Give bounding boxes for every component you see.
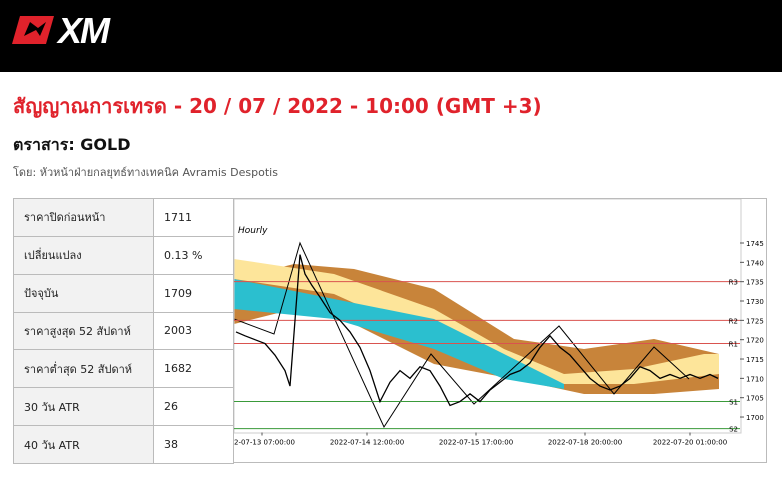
x-tick-label: 2022-07-15 17:00:00 [439,439,513,447]
table-label: 30 วัน ATR [13,387,154,427]
y-tick-label: 1735 [746,279,764,287]
level-label: R3 [729,279,738,287]
y-tick-label: 1715 [746,356,764,364]
author: โดย: หัวหน้าฝ่ายกลยุทธ์ทางเทคนิค Avramis… [13,166,278,179]
price-line [235,254,719,407]
logo-icon [12,16,54,44]
table-value: 1709 [153,273,234,313]
plot-frame [234,199,742,434]
instrument: ตราสาร: GOLD [13,135,131,154]
table-label: ปัจจุบัน [13,273,154,313]
y-tick-label: 1730 [746,298,764,306]
table-value: 1711 [153,198,234,237]
table-label: เปลี่ยนแปลง [13,235,154,275]
table-value: 1682 [153,349,234,389]
table-label: ราคาสูงสุด 52 สัปดาห์ [13,311,154,351]
table-label: ราคาต่ำสุด 52 สัปดาห์ [13,349,154,389]
zigzag [234,241,690,429]
y-tick-label: 1710 [746,375,764,383]
table-value: 0.13 % [153,235,234,275]
level-label: R1 [729,341,738,349]
table-label: 40 วัน ATR [13,425,154,464]
x-tick-label: 2022-07-20 01:00:00 [653,439,727,447]
band [234,259,719,384]
y-tick-label: 1705 [746,395,764,403]
x-tick-label: 2022-07-14 12:00:00 [330,439,404,447]
x-tick-label: 2022-07-18 20:00:00 [548,439,622,447]
table-value: 38 [153,425,234,464]
table-value: 2003 [153,311,234,351]
y-tick-label: 1745 [746,240,764,248]
header: XM [0,0,782,72]
y-tick-label: 1700 [746,414,764,422]
level-label: S2 [729,426,738,434]
x-tick-label: 2-07-13 07:00:00 [234,439,295,447]
table-label: ราคาปิดก่อนหน้า [13,198,154,237]
logo[interactable]: XM [58,10,110,51]
page-title: สัญญาณการเทรด - 20 / 07 / 2022 - 10:00 (… [13,94,542,118]
y-tick-label: 1740 [746,259,764,267]
y-tick-label: 1725 [746,317,764,325]
band [234,279,564,389]
chart-label: Hourly [238,226,268,236]
level-label: R2 [729,317,738,325]
chart: Hourly R3 R2 R1 S1 S2 1700 1705 1710 1715 1720 172… [234,199,764,447]
table-value: 26 [153,387,234,427]
y-tick-label: 1720 [746,337,764,345]
level-label: S1 [729,399,738,407]
